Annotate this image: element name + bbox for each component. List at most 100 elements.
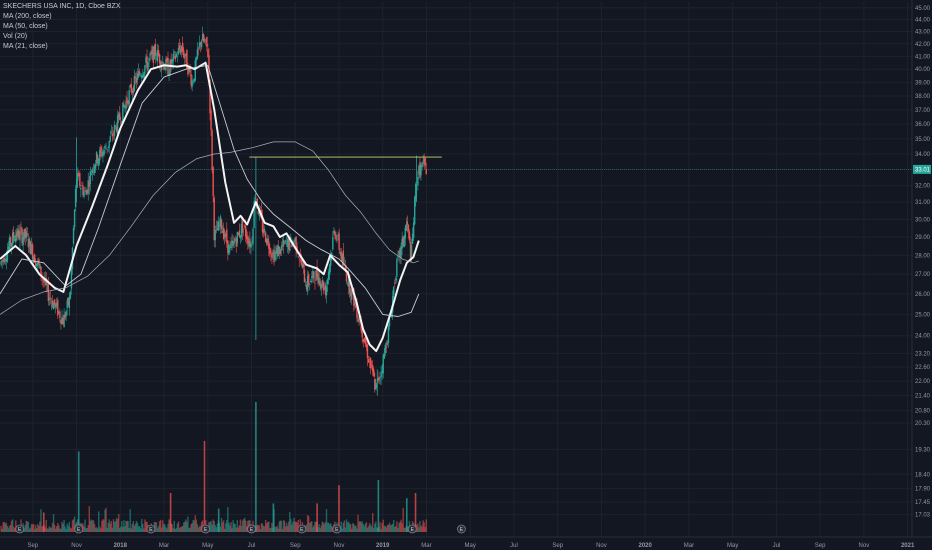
volume-bar [325, 509, 328, 532]
candle-body [153, 46, 156, 60]
candle-body [52, 302, 55, 310]
volume-bar [90, 519, 93, 532]
candle-body [281, 244, 284, 247]
volume-bar [96, 528, 99, 532]
volume-bar [108, 519, 110, 532]
time-axis[interactable]: Sep Nov 2018 Mar May Jul Sep Nov 2019 Mar May Jul Se… [0, 536, 932, 550]
candle-body [378, 376, 380, 381]
candle-body [228, 245, 230, 255]
candle-body [309, 284, 311, 285]
last-price-tag [913, 164, 931, 174]
candle-body [144, 65, 146, 74]
candle-body [7, 246, 10, 251]
candle-body [422, 161, 424, 165]
study-ma200[interactable]: MA (200, close) [3, 13, 52, 20]
volume-bar [59, 528, 61, 532]
volume-bar [99, 526, 101, 532]
candle-body [180, 46, 183, 52]
candle-body [301, 264, 304, 268]
time-tick-label: 2021 [901, 543, 915, 549]
volume-bar [143, 528, 145, 532]
price-axis[interactable]: 45.00 44.00 43.00 42.00 41.00 40.00 39.00 38.00… [911, 0, 932, 550]
candle-body [6, 250, 9, 262]
candle-body [50, 301, 53, 303]
volume-bar [360, 522, 362, 532]
volume-bar [388, 522, 391, 532]
volume-bar [307, 516, 310, 532]
candle-body [353, 288, 355, 307]
volume-bar [288, 521, 290, 532]
study-vol[interactable]: Vol (20) [3, 33, 28, 40]
volume-bar [297, 520, 299, 532]
volume-bar [425, 519, 427, 532]
volume-bar [384, 526, 387, 532]
candle-body [110, 132, 113, 133]
candle-body [412, 222, 415, 238]
study-ma50[interactable]: MA (50, close) [3, 23, 48, 30]
volume-bar [397, 528, 399, 532]
volume-bar [210, 520, 212, 532]
candle-body [207, 49, 209, 57]
candle-body [390, 311, 393, 318]
volume-bar [363, 526, 366, 532]
candle-body [21, 229, 23, 244]
candle-body [420, 164, 422, 176]
earnings-marker-label: E [300, 527, 304, 533]
volume-bar [190, 524, 192, 532]
candle-body [317, 273, 319, 284]
candle-body [154, 43, 157, 57]
volume-bar [95, 527, 98, 532]
volume-bar [348, 523, 351, 532]
volume-bar [156, 528, 159, 532]
volume-bar [180, 526, 183, 532]
volume-bar [234, 523, 236, 532]
volume-bar [401, 523, 403, 532]
candle-body [306, 275, 309, 292]
volume-bar [398, 523, 400, 532]
study-ma21[interactable]: MA (21, close) [3, 43, 48, 50]
candle-body [379, 377, 381, 379]
volume-bar [87, 525, 89, 532]
price-tick-label: 24.00 [915, 334, 931, 340]
time-axis-bg [0, 537, 932, 550]
volume-bar [383, 525, 385, 532]
candle-body [244, 226, 247, 237]
candle-body [201, 33, 204, 41]
candle-body [251, 243, 253, 245]
candle-body [225, 233, 227, 237]
candle-body [346, 283, 349, 285]
volume-bar [420, 525, 422, 532]
candle-body [357, 319, 359, 322]
volume-bar [126, 520, 128, 532]
candle-body [265, 239, 268, 245]
earnings-marker-label: E [149, 527, 153, 533]
volume-bar [184, 521, 186, 532]
candle-body [3, 258, 5, 263]
volume-bar [93, 523, 96, 532]
symbol-title[interactable]: SKECHERS USA INC, 1D, Cboe BZX [3, 3, 121, 10]
candle-body [60, 319, 62, 324]
volume-bar [330, 523, 332, 532]
volume-bar [318, 524, 320, 532]
volume-bar [48, 526, 51, 532]
candle-body [358, 318, 360, 322]
candle-body [12, 231, 15, 239]
candle-body [199, 42, 202, 46]
candle-body [222, 227, 225, 239]
candle-body [114, 125, 117, 127]
price-tick-label: 19.30 [915, 447, 931, 453]
volume-bar [231, 528, 233, 532]
volume-bar [320, 525, 322, 532]
volume-bar [28, 528, 31, 532]
price-tick-label: 25.00 [915, 312, 931, 318]
candle-body [367, 359, 370, 363]
volume-bar [347, 521, 350, 532]
earnings-marker-label: E [250, 527, 254, 533]
price-tick-label: 17.90 [915, 487, 931, 493]
candle-body [184, 57, 186, 59]
volume-bar [331, 525, 333, 532]
volume-bar [306, 515, 309, 532]
volume-bar [357, 514, 359, 532]
volume-bar [282, 520, 285, 532]
